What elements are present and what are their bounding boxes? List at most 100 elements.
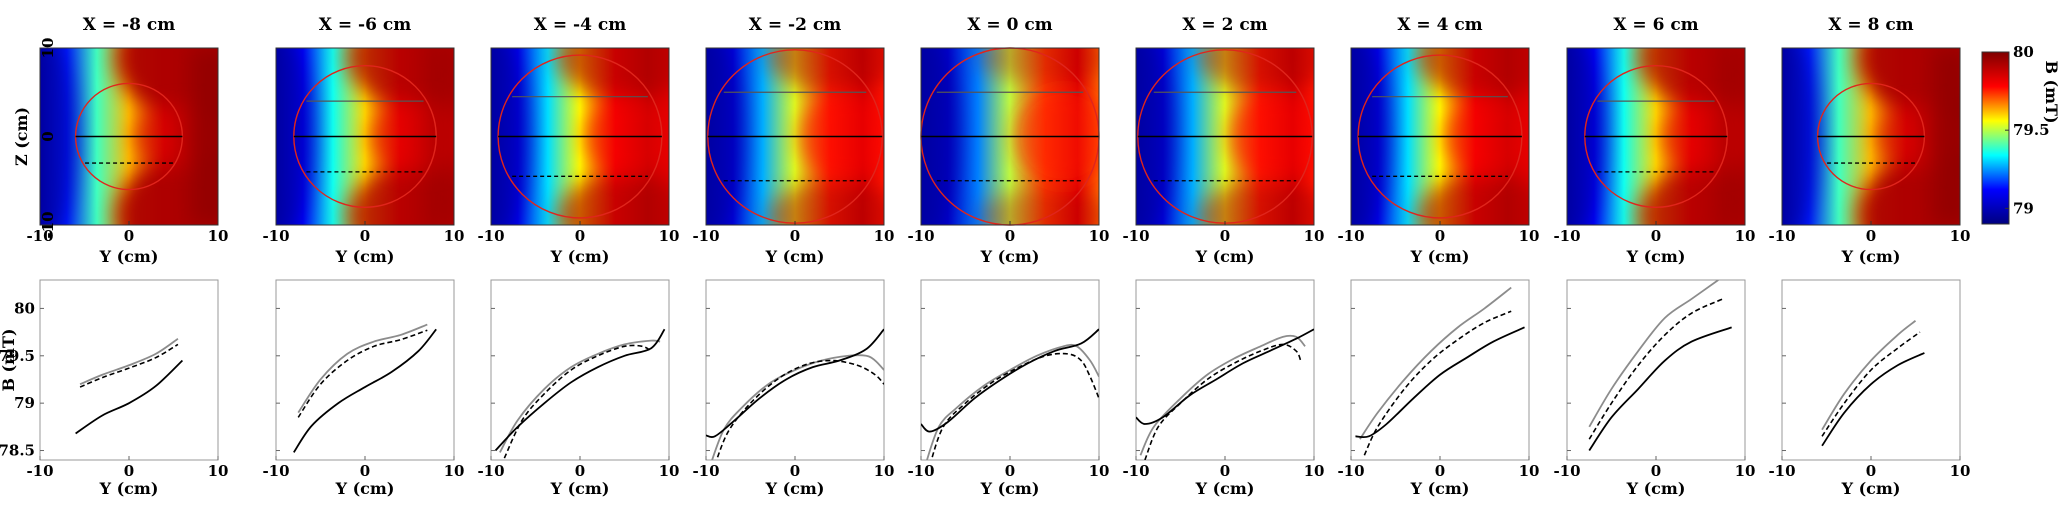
series-gray	[499, 339, 661, 453]
field-lobe	[1416, 173, 1529, 225]
x-tick-label: 0	[790, 462, 800, 480]
series-dashed	[503, 344, 652, 459]
colorbar-label: B (mT)	[2042, 60, 2060, 123]
x-axis-label: Y (cm)	[765, 247, 825, 266]
line-panel: -10 0 10 Y (cm)	[1122, 279, 1324, 498]
y-tick-label: 78.5	[0, 442, 35, 460]
series-group	[293, 323, 437, 453]
x-tick-label: 10	[208, 462, 229, 480]
x-axis-label: Y (cm)	[1195, 479, 1255, 498]
field-lobe	[346, 48, 454, 107]
colorbar-bar	[1981, 51, 2010, 225]
plot-frame	[1135, 279, 1315, 461]
series-gray	[297, 323, 428, 414]
x-tick-label: -10	[477, 462, 504, 480]
x-tick-label: 10	[444, 462, 465, 480]
series-gray	[1588, 280, 1719, 428]
x-tick-label: 0	[1435, 462, 1445, 480]
x-tick-label: -10	[1768, 462, 1795, 480]
x-tick-label: 10	[1519, 462, 1540, 480]
x-tick-label: 10	[1950, 227, 1971, 245]
field-lobe	[1197, 48, 1314, 93]
x-tick-label: 10	[444, 227, 465, 245]
x-axis-label: Y (cm)	[1841, 247, 1901, 266]
series-gray	[79, 337, 179, 386]
colorbar-tick-label: 79.5	[2013, 121, 2050, 139]
x-axis-label: Y (cm)	[980, 247, 1040, 266]
y-tick-label: 0	[39, 131, 57, 141]
heatmap-panel: X = 4 cm -10 0 10 Y (cm)	[1337, 15, 1539, 266]
series-dashed	[1821, 331, 1921, 437]
x-tick-label: -10	[26, 227, 53, 245]
series-dashed	[715, 359, 884, 460]
series-gray	[1359, 286, 1512, 440]
x-tick-label: 10	[659, 462, 680, 480]
field-lobe	[767, 180, 884, 225]
x-tick-label: 0	[1220, 462, 1230, 480]
field-lobe	[556, 48, 669, 100]
y-tick-label: 10	[39, 38, 57, 59]
series-black	[494, 328, 666, 452]
x-tick-label: -10	[1553, 227, 1580, 245]
series-group	[706, 328, 884, 460]
panel-title: X = 2 cm	[1182, 15, 1267, 35]
heatmap-panel: X = 2 cm -10 0 10 Y (cm)	[1122, 15, 1324, 266]
x-axis-label: Y (cm)	[765, 479, 825, 498]
heatmap-panel: X = -8 cm -10 0 10 Y (cm)	[26, 15, 229, 266]
field-lobe	[346, 166, 454, 225]
line-panel: -10 0 10 Y (cm)	[26, 279, 229, 498]
x-tick-label: 0	[575, 462, 585, 480]
field-edge	[191, 48, 218, 225]
panel-title: X = -8 cm	[83, 15, 175, 35]
heatmap-panel: X = 6 cm -10 0 10 Y (cm)	[1553, 15, 1756, 266]
series-black	[1821, 352, 1925, 447]
line-panel: -10 0 10 Y (cm)	[1553, 279, 1756, 498]
series-group	[1136, 328, 1314, 460]
x-axis-label: Y (cm)	[1626, 247, 1686, 266]
heatmap-panel: X = 0 cm -10 0 10 Y (cm)	[907, 15, 1110, 266]
heatmap-panel: X = -4 cm -10 0 10 Y (cm)	[477, 15, 680, 266]
x-tick-label: 10	[659, 227, 680, 245]
y-axis-label: B (mT)	[0, 328, 18, 391]
x-tick-label: -10	[907, 227, 934, 245]
series-gray	[1821, 320, 1917, 431]
x-tick-label: 0	[124, 227, 134, 245]
x-tick-label: -10	[477, 227, 504, 245]
line-panel: -10 0 10 Y (cm)	[1768, 279, 1971, 498]
plot-frame	[275, 279, 455, 461]
x-tick-label: 0	[1220, 227, 1230, 245]
x-tick-label: 0	[1005, 227, 1015, 245]
panel-title: X = -4 cm	[534, 15, 626, 35]
field-cold-band	[1782, 48, 1820, 225]
x-tick-label: -10	[907, 462, 934, 480]
line-panel: -10 0 10 Y (cm)	[907, 279, 1110, 498]
x-tick-label: -10	[1337, 227, 1364, 245]
x-tick-label: 10	[1089, 227, 1110, 245]
series-dashed	[79, 343, 179, 388]
x-axis-label: Y (cm)	[550, 247, 610, 266]
heatmap-row: X = -8 cm -10 0 10 Y (cm) X = -6 cm -10 0 10 Y (c…	[12, 15, 1971, 266]
x-tick-label: -10	[1553, 462, 1580, 480]
x-tick-label: 10	[1735, 227, 1756, 245]
line-panel: -10 0 10 Y (cm)	[262, 279, 465, 498]
field-lobe	[1637, 166, 1745, 225]
x-tick-label: -10	[1122, 227, 1149, 245]
x-tick-label: 10	[1089, 462, 1110, 480]
x-tick-label: 10	[208, 227, 229, 245]
x-axis-label: Y (cm)	[550, 479, 610, 498]
line-panel: -10 0 10 Y (cm)	[1337, 279, 1540, 498]
x-tick-label: 0	[360, 462, 370, 480]
heatmap-panel: X = -2 cm -10 0 10 Y (cm)	[692, 15, 894, 266]
field-lobe	[977, 48, 1099, 86]
heatmap-panel: X = 8 cm -10 0 10 Y (cm)	[1768, 15, 1971, 266]
series-group	[921, 328, 1099, 460]
x-tick-label: 10	[1950, 462, 1971, 480]
series-black	[1136, 328, 1314, 425]
series-dashed	[297, 329, 428, 418]
series-gray	[926, 343, 1099, 460]
line-panel: -10 0 10 Y (cm)	[692, 279, 894, 498]
x-axis-label: Y (cm)	[335, 247, 395, 266]
line-y-axis: 80 79.5 79 78.5 B (mT)	[0, 299, 35, 459]
x-tick-label: 10	[1735, 462, 1756, 480]
x-tick-label: 0	[124, 462, 134, 480]
